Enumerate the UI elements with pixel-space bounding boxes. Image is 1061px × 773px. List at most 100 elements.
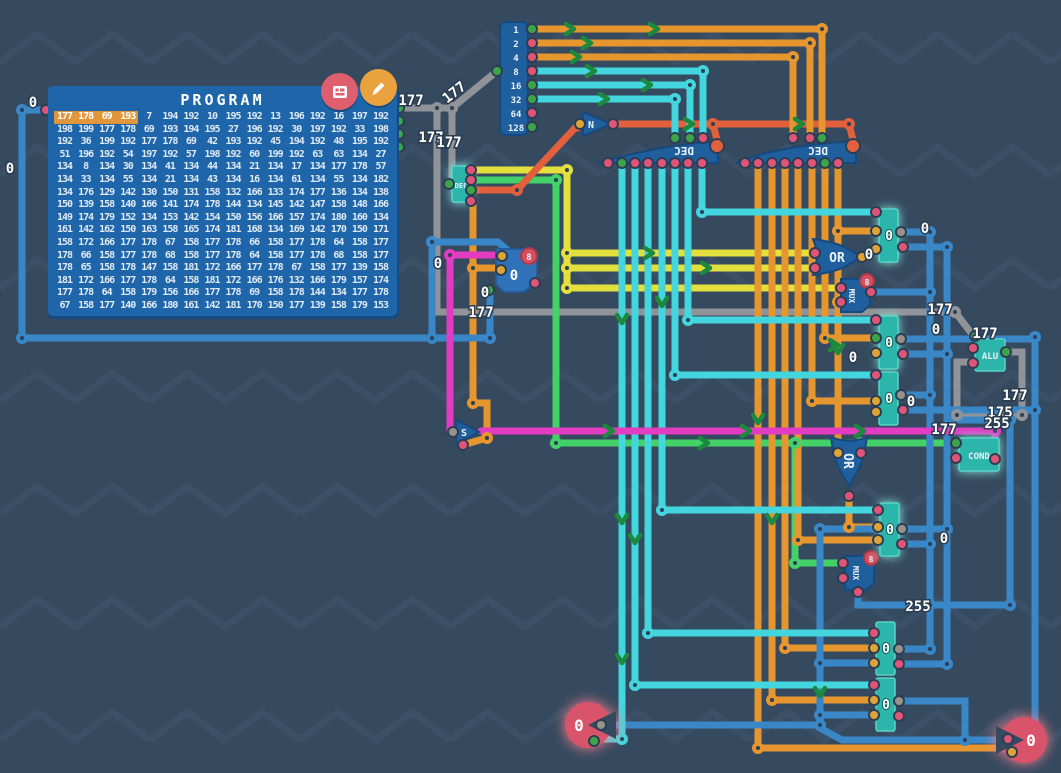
program-cell: 69 [143,123,155,135]
mux-2-label: MUX [851,566,860,581]
program-cell: 48 [333,136,344,148]
program-panel[interactable]: PROGRAM 177 178 69 193 7 194 192 10 195 192 13 196 1… [48,69,397,316]
wire-value-label: 0 [434,256,442,272]
program-cell: 134 [372,211,389,223]
program-cell: 57 [375,161,386,173]
or-gate-2-label: OR [840,453,855,469]
program-row: 149 174 179 152 134 153 142 154 150 156 166 157 174 1… [54,212,391,225]
program-row: 178 65 158 178 147 158 181 172 166 177 178 67 158 177… [54,262,391,275]
program-row: 161 142 162 150 163 158 165 174 181 168 134 169 142 1… [54,224,391,237]
decoder-right-enable-pin[interactable] [845,138,861,154]
program-cell: 16 [249,173,260,185]
mux-2-badge-label: 8 [869,555,874,564]
register-2-value: 0 [885,336,893,351]
program-cell: 44 [206,161,218,173]
program-cell: 166 [267,211,284,223]
wire-value-label: 177 [1002,388,1027,404]
byte-splitter[interactable]: 1 2 4 8 16 32 64 128 [499,21,529,136]
program-cell: 172 [78,236,94,248]
program-cell: 147 [141,262,157,274]
program-cell: 54 [122,148,134,160]
program-cell: 131 [183,186,199,198]
program-cell: 174 [288,186,305,198]
program-cell: 177 [99,299,115,311]
program-cell: 177 [351,287,368,299]
program-cell: 166 [99,236,115,248]
wires-gray[interactable] [395,67,1026,419]
save-button[interactable] [321,73,358,110]
program-cell: 192 [162,148,178,160]
wire-value-label: 0 [940,531,948,547]
alu[interactable]: ALU [974,338,1006,372]
register-5[interactable]: 0 [875,621,896,676]
program-cell: 174 [78,211,94,223]
program-cell: 171 [372,224,389,236]
program-cell: 68 [164,249,176,261]
program-cell: 134 [57,186,73,198]
program-row: 150 139 158 140 166 141 174 178 144 134 145 142 147 1… [54,199,391,212]
program-cell: 177 [288,236,305,248]
decoder-left-label: DEC [674,144,694,157]
wire-value-label: 0 [932,322,940,338]
program-cell: 166 [99,274,115,286]
program-cell: 36 [80,136,92,148]
program-cell: 142 [183,211,199,223]
program-cell: 177 [246,262,263,274]
decoder-left-enable-pin[interactable] [709,138,725,154]
mux-1[interactable]: MUX 8 [840,273,875,313]
edit-button[interactable] [360,69,397,106]
program-cell: 153 [162,211,178,223]
program-cell: 199 [267,148,284,160]
program-cell: 150 [120,224,136,236]
program-cell: 197 [351,111,368,122]
program-cell: 178 [57,249,73,261]
register-1[interactable]: 0 [878,208,899,263]
program-cell: 170 [246,299,263,311]
program-cell: 158 [267,249,284,261]
program-cell: 178 [288,287,305,299]
program-cell: 177 [54,111,76,124]
mux-2[interactable]: MUX 8 [844,550,879,591]
program-cell: 166 [309,274,326,286]
program-cell: 45 [270,136,281,148]
program-cell: 152 [120,211,136,223]
splitter-pin-label: 16 [511,82,522,92]
program-cell: 158 [267,287,284,299]
program-cell: 51 [59,148,71,160]
program-cell: 198 [204,148,220,160]
wire-joints[interactable] [16,23,1041,754]
program-cell: 140 [120,199,136,211]
program-cell: 158 [162,262,178,274]
program-cell: 142 [288,199,305,211]
program-cell: 55 [122,173,134,185]
program-cell: 140 [120,299,136,311]
program-row: 67 158 177 140 166 180 161 142 181 170 150 177 139 15… [54,300,391,313]
program-cell: 132 [225,186,242,198]
wire-value-label: 177 [418,130,443,146]
program-cell: 198 [372,123,389,135]
cond[interactable]: COND [958,437,1000,472]
program-cell: 30 [291,123,302,135]
program-cell: 42 [206,136,218,148]
program-cell: 177 [120,249,136,261]
cond-label: COND [968,452,990,462]
program-cell: 145 [267,199,284,211]
wire-value-label: 0 [865,247,873,263]
output-right-value: 0 [1026,731,1036,750]
program-cell: 17 [291,161,302,173]
register-2[interactable]: 0 [878,315,899,370]
program-cell: 158 [351,249,368,261]
register-5-value: 0 [882,642,890,657]
program-cell: 177 [120,274,136,286]
program-cell: 197 [141,148,157,160]
program-cell: 27 [228,123,239,135]
program-cell: 181 [183,262,199,274]
program-cell: 129 [99,186,115,198]
program-cell: 157 [288,211,305,223]
program-cell: 21 [249,161,260,173]
register-3[interactable]: 0 [878,371,899,426]
program-cell: 181 [225,299,242,311]
program-cell: 178 [267,262,284,274]
program-cell: 168 [246,224,263,236]
